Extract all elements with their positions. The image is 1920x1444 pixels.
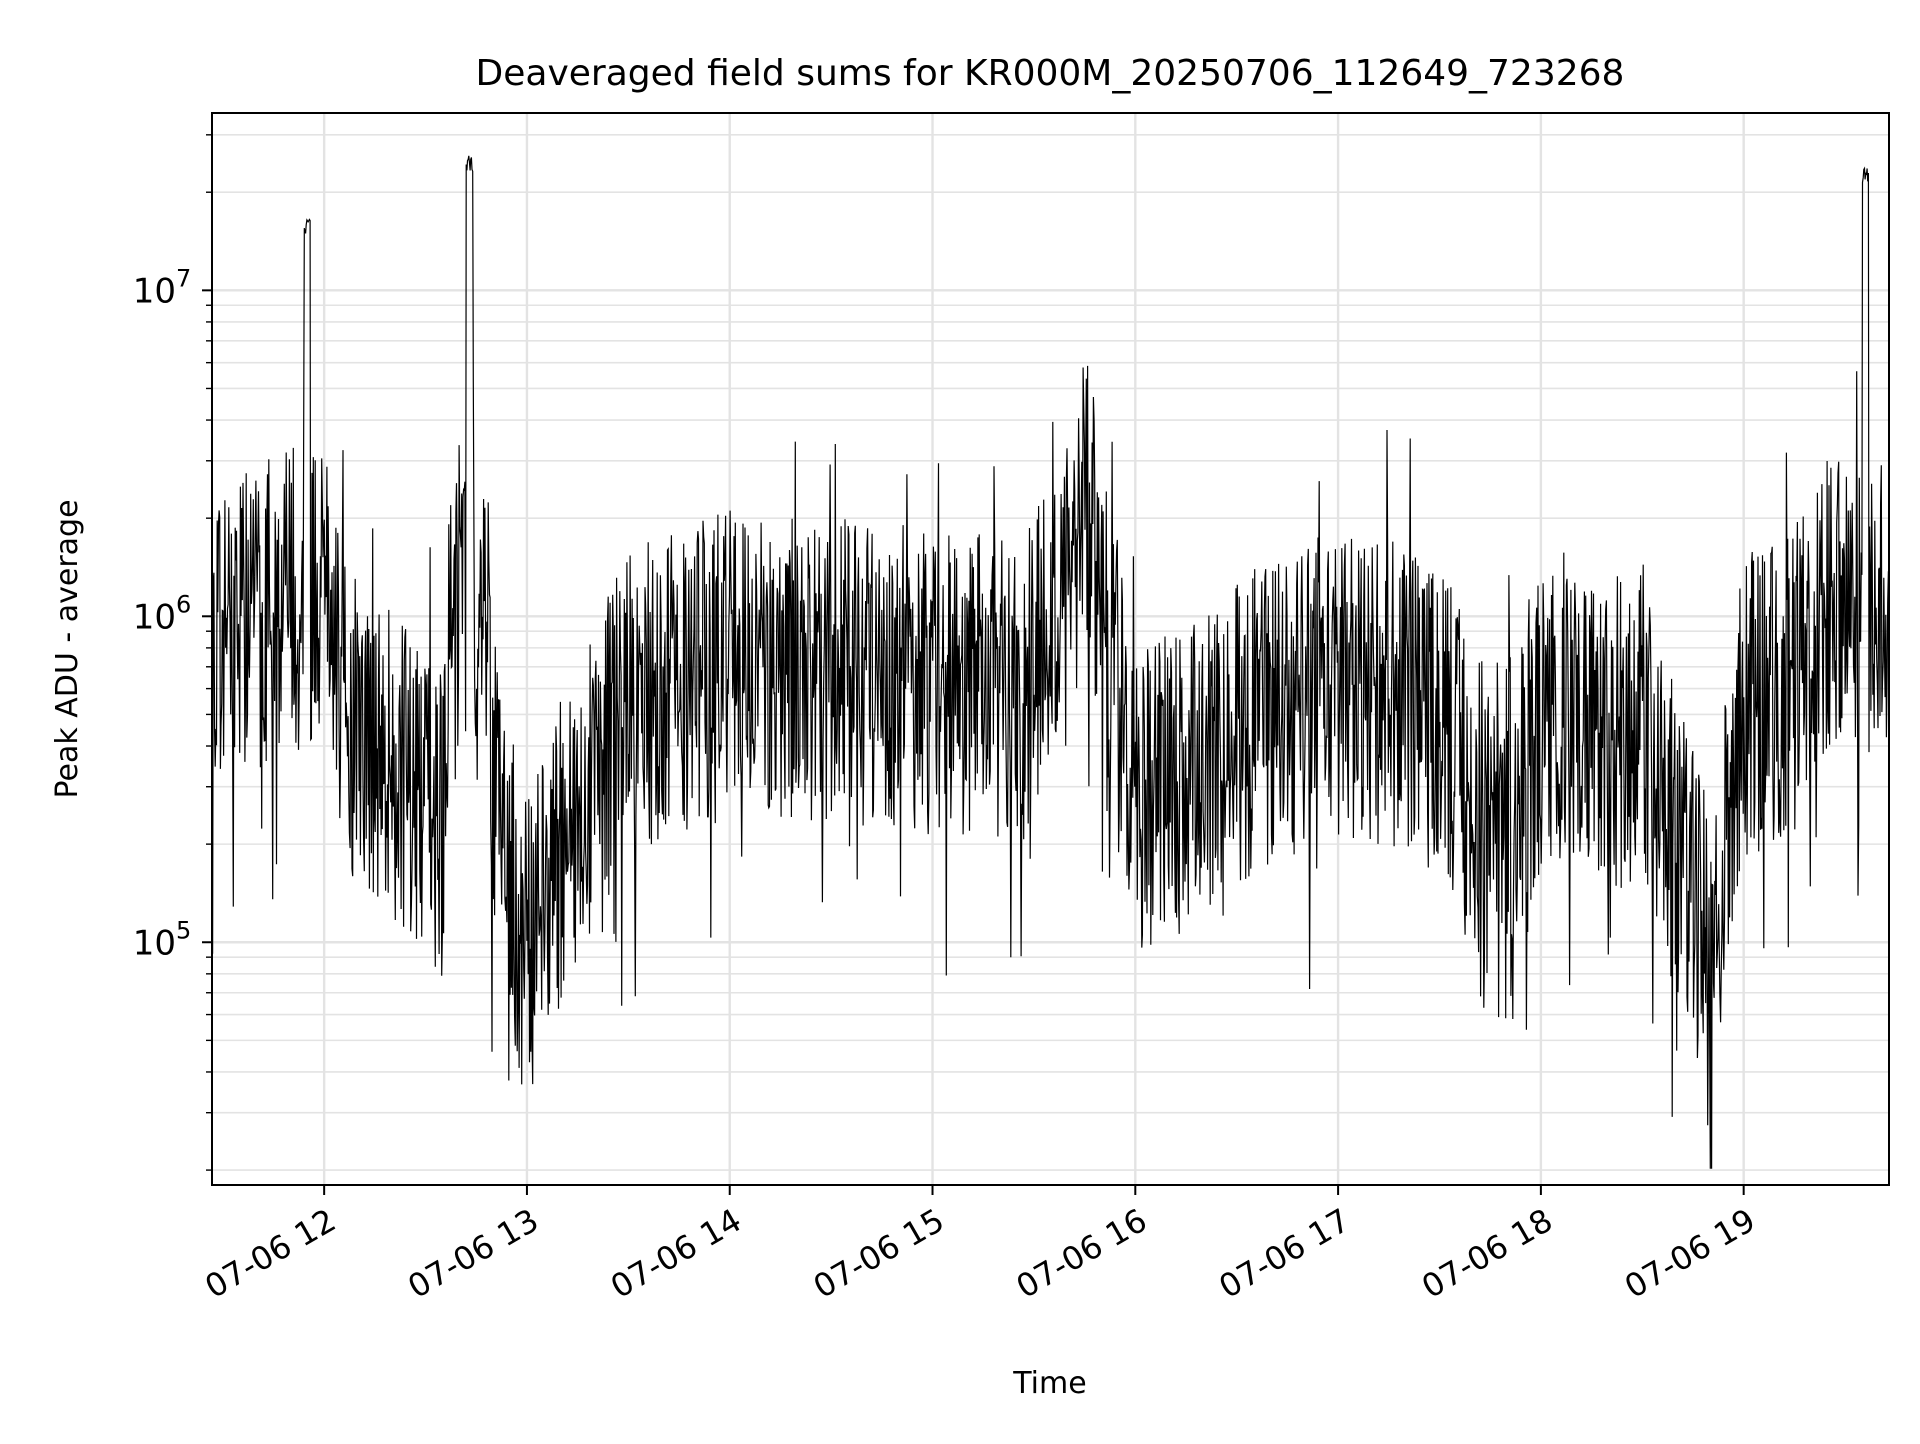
y-tick-label: 105	[133, 916, 192, 963]
series-layer	[211, 155, 1890, 1169]
chart-title: Deaveraged field sums for KR000M_2025070…	[476, 53, 1625, 94]
y-axis-label: Peak ADU - average	[50, 499, 85, 798]
y-tick-label: 106	[133, 590, 192, 637]
plot-frame	[211, 112, 1890, 1186]
y-tick-label: 107	[133, 264, 192, 311]
y-tick-exponent: 5	[176, 916, 191, 944]
x-axis-label: Time	[1012, 1366, 1086, 1401]
y-tick-base: 10	[133, 271, 176, 311]
y-tick-base: 10	[133, 597, 176, 637]
y-tick-exponent: 6	[176, 590, 191, 618]
series-line	[211, 155, 1890, 1169]
y-tick-exponent: 7	[176, 264, 191, 292]
y-tick-base: 10	[133, 923, 176, 963]
